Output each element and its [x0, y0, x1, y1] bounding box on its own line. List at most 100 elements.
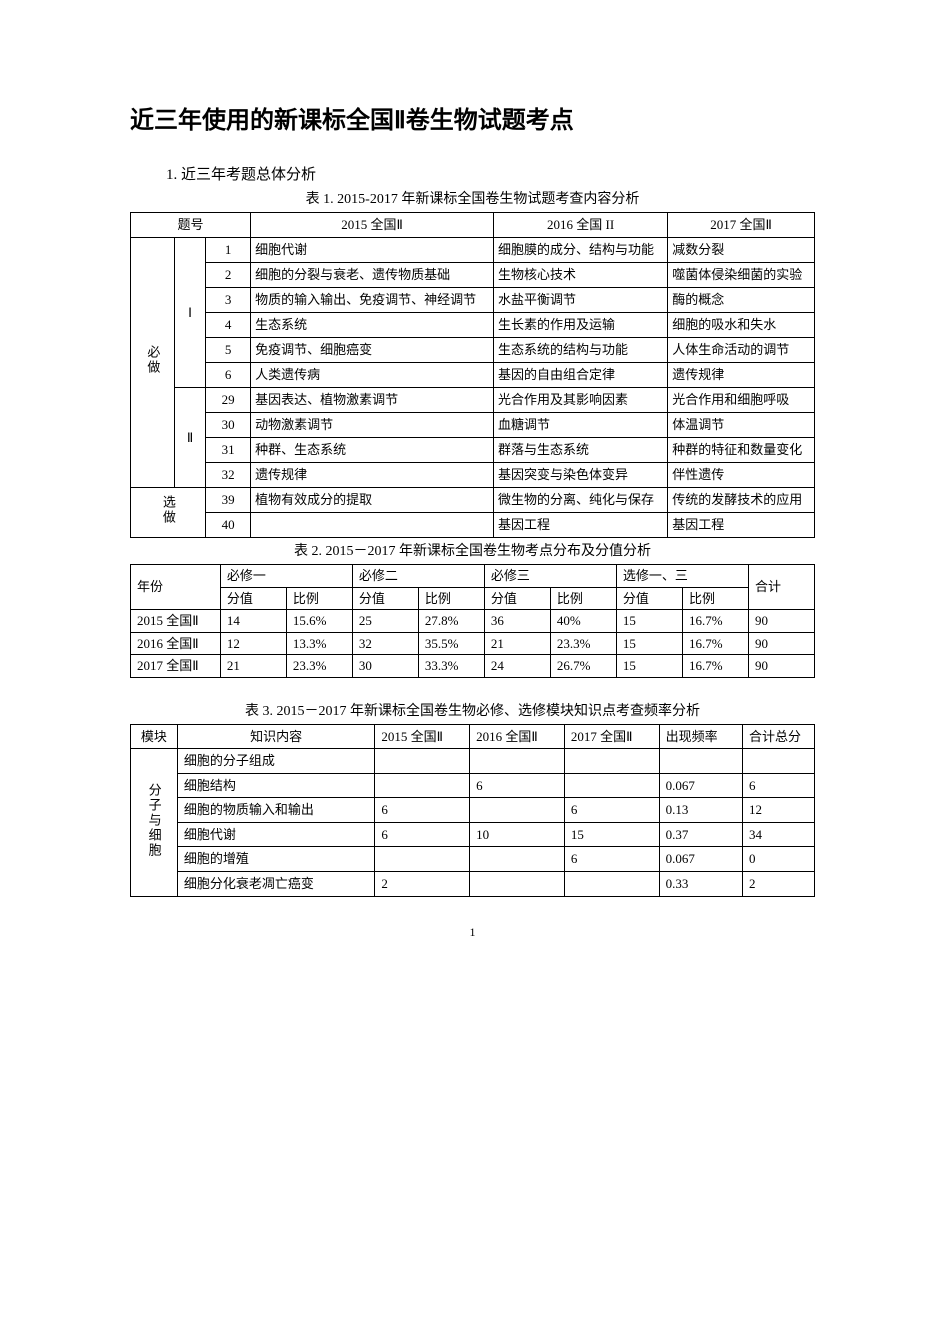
page: 近三年使用的新课标全国Ⅱ卷生物试题考点 1. 近三年考题总体分析 表 1. 20… — [0, 0, 945, 980]
t1-cell: 体温调节 — [668, 413, 815, 438]
t3-head-topic: 知识内容 — [177, 724, 375, 749]
t3-cell — [375, 749, 470, 774]
t3-cell: 0.33 — [659, 872, 742, 897]
t2-year: 2016 全国Ⅱ — [131, 632, 221, 655]
t2-sub-ratio: 比例 — [550, 587, 616, 610]
t3-topic: 细胞分化衰老凋亡癌变 — [177, 872, 375, 897]
t1-num: 39 — [206, 488, 251, 513]
t1-num: 30 — [206, 413, 251, 438]
t1-cell: 微生物的分离、纯化与保存 — [493, 488, 667, 513]
table-row: 30 动物激素调节 血糖调节 体温调节 — [131, 413, 815, 438]
table-row: 必做 Ⅰ 1 细胞代谢 细胞膜的成分、结构与功能 减数分裂 — [131, 238, 815, 263]
t3-cell — [564, 749, 659, 774]
t3-topic: 细胞的增殖 — [177, 847, 375, 872]
t1-cell: 减数分裂 — [668, 238, 815, 263]
t3-cell: 0 — [743, 847, 815, 872]
table-3: 模块 知识内容 2015 全国Ⅱ 2016 全国Ⅱ 2017 全国Ⅱ 出现频率 … — [130, 724, 815, 897]
t2-cell: 25 — [352, 610, 418, 633]
table-row: 5 免疫调节、细胞癌变 生态系统的结构与功能 人体生命活动的调节 — [131, 338, 815, 363]
t1-num: 2 — [206, 263, 251, 288]
table-row: 年份 必修一 必修二 必修三 选修一、三 合计 — [131, 565, 815, 588]
t2-sub-ratio: 比例 — [682, 587, 748, 610]
t2-cell: 16.7% — [682, 655, 748, 678]
t1-cell: 细胞的分裂与衰老、遗传物质基础 — [251, 263, 494, 288]
table-row: 2015 全国Ⅱ 14 15.6% 25 27.8% 36 40% 15 16.… — [131, 610, 815, 633]
t1-cell: 群落与生态系统 — [493, 438, 667, 463]
t3-cell: 6 — [564, 847, 659, 872]
t1-cell: 基因工程 — [493, 513, 667, 538]
section-text: 近三年考题总体分析 — [181, 167, 316, 183]
t2-year: 2017 全国Ⅱ — [131, 655, 221, 678]
table-row: 2016 全国Ⅱ 12 13.3% 32 35.5% 21 23.3% 15 1… — [131, 632, 815, 655]
t2-head-m2: 必修二 — [352, 565, 484, 588]
table-row: 2017 全国Ⅱ 21 23.3% 30 33.3% 24 26.7% 15 1… — [131, 655, 815, 678]
t3-cell — [470, 749, 565, 774]
table3-caption: 表 3. 2015－2017 年新课标全国卷生物必修、选修模块知识点考查频率分析 — [130, 700, 815, 720]
t1-num: 3 — [206, 288, 251, 313]
section-number: 1. — [166, 167, 177, 183]
t2-cell: 21 — [220, 655, 286, 678]
t2-cell: 36 — [484, 610, 550, 633]
table2-caption: 表 2. 2015－2017 年新课标全国卷生物考点分布及分值分析 — [130, 540, 815, 560]
table-row: 细胞代谢 6 10 15 0.37 34 — [131, 822, 815, 847]
t3-head-2015: 2015 全国Ⅱ — [375, 724, 470, 749]
t3-cell — [470, 798, 565, 823]
t1-cell: 酶的概念 — [668, 288, 815, 313]
t1-cell: 伴性遗传 — [668, 463, 815, 488]
t1-num: 4 — [206, 313, 251, 338]
table-row: 题号 2015 全国Ⅱ 2016 全国 II 2017 全国Ⅱ — [131, 213, 815, 238]
t1-num: 32 — [206, 463, 251, 488]
table-row: 40 基因工程 基因工程 — [131, 513, 815, 538]
table-row: 2 细胞的分裂与衰老、遗传物质基础 生物核心技术 噬菌体侵染细菌的实验 — [131, 263, 815, 288]
t2-cell: 30 — [352, 655, 418, 678]
t1-group-required: 必做 — [131, 238, 175, 488]
t2-cell: 15 — [616, 655, 682, 678]
t1-group-optional: 选做 — [131, 488, 206, 538]
t1-num: 40 — [206, 513, 251, 538]
t1-cell — [251, 513, 494, 538]
t3-topic: 细胞结构 — [177, 773, 375, 798]
t2-cell: 26.7% — [550, 655, 616, 678]
t3-topic: 细胞代谢 — [177, 822, 375, 847]
t1-num: 29 — [206, 388, 251, 413]
t2-cell: 35.5% — [418, 632, 484, 655]
t1-cell: 生长素的作用及运输 — [493, 313, 667, 338]
t1-cell: 细胞代谢 — [251, 238, 494, 263]
t1-cell: 遗传规律 — [668, 363, 815, 388]
t1-cell: 人体生命活动的调节 — [668, 338, 815, 363]
page-title: 近三年使用的新课标全国Ⅱ卷生物试题考点 — [130, 100, 815, 135]
t1-cell: 免疫调节、细胞癌变 — [251, 338, 494, 363]
t1-cell: 人类遗传病 — [251, 363, 494, 388]
section-heading: 1. 近三年考题总体分析 — [166, 163, 815, 184]
table1-caption: 表 1. 2015-2017 年新课标全国卷生物试题考查内容分析 — [130, 188, 815, 208]
t1-cell: 种群、生态系统 — [251, 438, 494, 463]
table-row: 细胞结构 6 0.067 6 — [131, 773, 815, 798]
t2-sub-score: 分值 — [484, 587, 550, 610]
page-number: 1 — [130, 925, 815, 940]
table-row: 分子与细胞 细胞的分子组成 — [131, 749, 815, 774]
t2-sub-ratio: 比例 — [286, 587, 352, 610]
t1-head-question: 题号 — [131, 213, 251, 238]
t2-cell: 12 — [220, 632, 286, 655]
t1-cell: 血糖调节 — [493, 413, 667, 438]
t1-cell: 遗传规律 — [251, 463, 494, 488]
table-row: 6 人类遗传病 基因的自由组合定律 遗传规律 — [131, 363, 815, 388]
t1-cell: 传统的发酵技术的应用 — [668, 488, 815, 513]
t2-head-m4: 选修一、三 — [616, 565, 748, 588]
t1-cell: 基因的自由组合定律 — [493, 363, 667, 388]
t1-cell: 物质的输入输出、免疫调节、神经调节 — [251, 288, 494, 313]
spacer — [130, 678, 815, 698]
t2-cell: 32 — [352, 632, 418, 655]
t2-sub-score: 分值 — [352, 587, 418, 610]
t2-cell: 23.3% — [550, 632, 616, 655]
t3-cell: 15 — [564, 822, 659, 847]
t3-head-2017: 2017 全国Ⅱ — [564, 724, 659, 749]
t1-cell: 细胞膜的成分、结构与功能 — [493, 238, 667, 263]
t3-cell: 6 — [470, 773, 565, 798]
t1-num: 31 — [206, 438, 251, 463]
t3-cell — [375, 773, 470, 798]
t3-head-freq: 出现频率 — [659, 724, 742, 749]
t2-cell: 90 — [748, 632, 814, 655]
table-2: 年份 必修一 必修二 必修三 选修一、三 合计 分值 比例 分值 比例 分值 比… — [130, 564, 815, 678]
t2-cell: 15 — [616, 632, 682, 655]
